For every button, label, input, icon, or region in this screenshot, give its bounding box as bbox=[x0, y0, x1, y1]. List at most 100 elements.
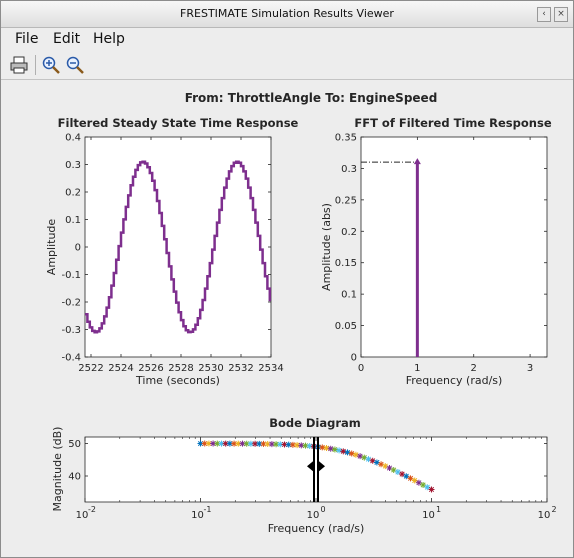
bode-marker bbox=[268, 441, 275, 448]
time-ytick-label: -0.2 bbox=[61, 298, 81, 309]
bode-marker bbox=[373, 459, 380, 466]
bode-marker bbox=[403, 473, 410, 480]
fft-ytick-label: 0.1 bbox=[341, 290, 357, 301]
fft-plot[interactable]: FFT of Filtered Time Response 0 1 2 3 0 0.05 0… bbox=[320, 116, 552, 387]
bode-xtick-exponent: 0 bbox=[320, 505, 325, 514]
menu-edit[interactable]: Edit bbox=[53, 31, 81, 47]
bode-ytick-label: 40 bbox=[68, 472, 81, 483]
fft-title: FFT of Filtered Time Response bbox=[354, 116, 551, 130]
fft-ytick-label: 0.35 bbox=[335, 133, 357, 144]
fft-ytick-label: 0.25 bbox=[335, 195, 357, 206]
bode-marker bbox=[289, 441, 296, 448]
bode-marker bbox=[218, 440, 225, 447]
bode-marker bbox=[281, 441, 288, 448]
bode-marker bbox=[378, 461, 385, 468]
bode-marker bbox=[420, 481, 427, 488]
bode-marker bbox=[298, 442, 305, 449]
bode-marker bbox=[235, 440, 242, 447]
bode-xtick-exponent: 2 bbox=[551, 505, 556, 514]
bode-marker bbox=[210, 440, 217, 447]
bode-marker bbox=[319, 444, 326, 451]
fft-xtick-label: 0 bbox=[358, 363, 364, 374]
bode-marker bbox=[344, 449, 351, 456]
bode-marker bbox=[365, 456, 372, 463]
bode-marker bbox=[243, 440, 250, 447]
bode-marker bbox=[214, 440, 221, 447]
bode-marker bbox=[226, 440, 233, 447]
bode-marker bbox=[201, 440, 208, 447]
bode-marker bbox=[256, 440, 263, 447]
zoom-in-icon[interactable] bbox=[41, 55, 61, 75]
bode-marker bbox=[273, 441, 280, 448]
bode-marker bbox=[302, 442, 309, 449]
figure-suptitle: From: ThrottleAngle To: EngineSpeed bbox=[185, 91, 438, 105]
frequency-drag-handle[interactable] bbox=[307, 461, 325, 472]
bode-marker bbox=[327, 445, 334, 452]
time-response-xlabel: Time (seconds) bbox=[135, 374, 220, 387]
time-response-axes bbox=[84, 136, 272, 358]
bode-xtick-exponent: -2 bbox=[88, 505, 96, 514]
bode-marker bbox=[411, 477, 418, 484]
toolbar-separator bbox=[35, 55, 36, 75]
bode-xtick-exponent: 1 bbox=[436, 505, 441, 514]
bode-marker bbox=[197, 440, 204, 447]
bode-marker bbox=[394, 469, 401, 476]
time-xtick-label: 2524 bbox=[108, 363, 133, 374]
bode-marker bbox=[407, 475, 414, 482]
bode-marker bbox=[340, 448, 347, 455]
fft-xtick-label: 2 bbox=[471, 363, 477, 374]
bode-marker bbox=[399, 471, 406, 478]
menu-file[interactable]: File bbox=[15, 31, 39, 47]
time-response-plot[interactable]: Filtered Steady State Time Response 2522… bbox=[45, 116, 299, 387]
toolbar bbox=[1, 51, 573, 80]
bode-xtick-label: 10 bbox=[307, 510, 320, 521]
fft-ytick-label: 0.05 bbox=[335, 321, 357, 332]
menu-help[interactable]: Help bbox=[93, 31, 125, 47]
close-icon[interactable]: × bbox=[554, 7, 568, 22]
bode-ylabel: Magnitude (dB) bbox=[51, 427, 64, 512]
bode-marker bbox=[323, 445, 330, 452]
time-ytick-label: -0.1 bbox=[61, 270, 81, 281]
fft-ytick-label: 0.2 bbox=[341, 227, 357, 238]
fft-xtick-label: 3 bbox=[527, 363, 533, 374]
bode-marker bbox=[382, 463, 389, 470]
zoom-out-icon[interactable] bbox=[65, 55, 85, 75]
time-ytick-label: 0.1 bbox=[65, 215, 81, 226]
fft-xlabel: Frequency (rad/s) bbox=[406, 374, 503, 387]
bode-title: Bode Diagram bbox=[269, 416, 361, 430]
bode-marker bbox=[306, 443, 313, 450]
bode-marker bbox=[424, 484, 431, 491]
bode-marker bbox=[247, 440, 254, 447]
bode-marker bbox=[239, 440, 246, 447]
time-response-title: Filtered Steady State Time Response bbox=[58, 116, 299, 130]
bode-marker bbox=[369, 457, 376, 464]
minimize-icon[interactable]: ‹ bbox=[537, 7, 551, 22]
current-frequency-indicator[interactable] bbox=[307, 437, 325, 502]
window-title: FRESTIMATE Simulation Results Viewer bbox=[180, 7, 394, 20]
time-xtick-label: 2522 bbox=[78, 363, 103, 374]
bode-marker bbox=[352, 451, 359, 458]
time-xtick-label: 2528 bbox=[168, 363, 193, 374]
time-ytick-label: -0.3 bbox=[61, 325, 81, 336]
time-ytick-label: -0.4 bbox=[61, 353, 81, 364]
time-xtick-label: 2526 bbox=[138, 363, 163, 374]
time-xtick-label: 2534 bbox=[258, 363, 283, 374]
fft-ytick-label: 0.3 bbox=[341, 164, 357, 175]
time-ytick-label: 0.3 bbox=[65, 160, 81, 171]
bode-marker bbox=[348, 450, 355, 457]
print-icon[interactable] bbox=[9, 55, 29, 75]
bode-xlabel: Frequency (rad/s) bbox=[268, 522, 365, 535]
bode-marker bbox=[428, 486, 435, 493]
time-response-ylabel: Amplitude bbox=[45, 219, 58, 276]
time-xtick-label: 2532 bbox=[228, 363, 253, 374]
bode-marker bbox=[285, 441, 292, 448]
bode-ytick-label: 50 bbox=[68, 439, 81, 450]
time-ytick-label: 0.4 bbox=[65, 133, 81, 144]
menu-bar: File Edit Help bbox=[1, 28, 573, 50]
time-ytick-label: 0.2 bbox=[65, 188, 81, 199]
fft-xtick-label: 1 bbox=[414, 363, 420, 374]
bode-marker bbox=[264, 441, 271, 448]
bode-marker bbox=[390, 467, 397, 474]
